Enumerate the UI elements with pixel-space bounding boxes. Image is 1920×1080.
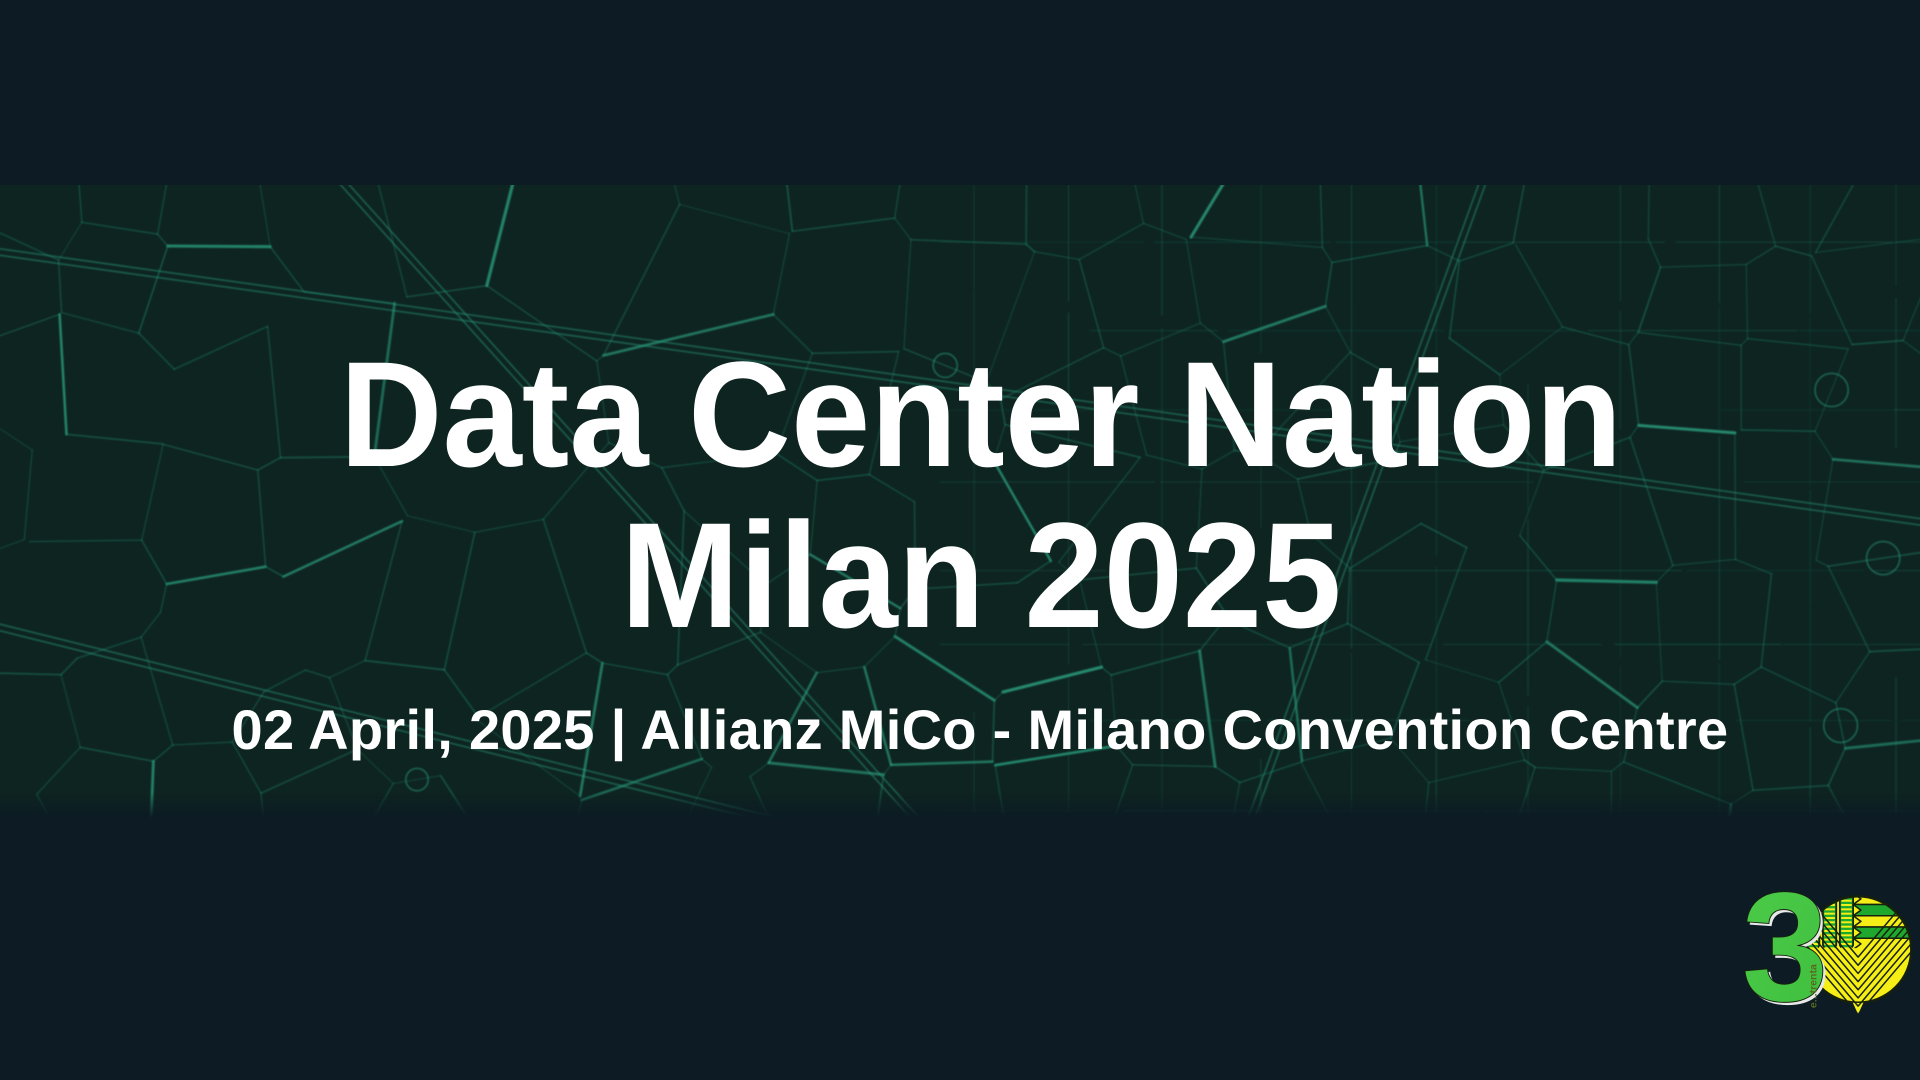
svg-text:e...trenta: e...trenta [1807, 964, 1819, 1008]
